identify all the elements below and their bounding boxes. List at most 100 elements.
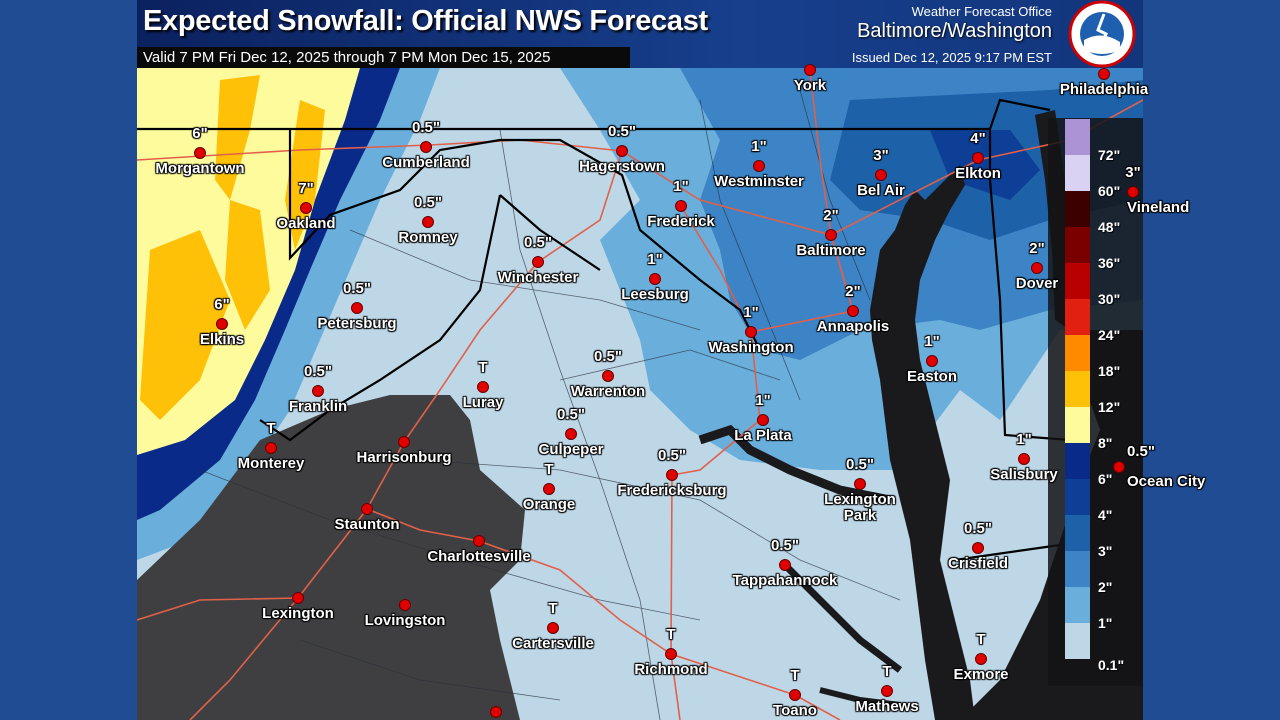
city-name: Luray — [462, 394, 504, 411]
legend-swatch — [1065, 155, 1090, 191]
city-name: Cumberland — [382, 154, 470, 171]
snowfall-amount: T — [882, 663, 892, 680]
city-name: Mathews — [855, 698, 919, 715]
snowfall-amount: 1" — [1016, 431, 1032, 448]
york-river — [819, 687, 901, 708]
city-name: Warrenton — [570, 383, 646, 400]
legend-label: 1" — [1098, 615, 1113, 631]
city-name: Vineland — [1127, 199, 1190, 216]
map-title: Expected Snowfall: Official NWS Forecast — [143, 5, 708, 37]
city-name: Monterey — [237, 455, 305, 472]
rappahannock-river — [782, 562, 903, 673]
snowfall-amount: 4" — [970, 130, 986, 147]
city-dot — [399, 599, 411, 611]
city-name: Baltimore — [796, 242, 866, 259]
legend-swatch — [1065, 371, 1090, 407]
city-dot — [420, 141, 432, 153]
city-dot — [854, 478, 866, 490]
no-forecast-region — [137, 395, 525, 720]
snowfall-amount: 0.5" — [343, 280, 371, 297]
issued-time: Issued Dec 12, 2025 9:17 PM EST — [851, 50, 1052, 65]
city-name: Dover — [1015, 275, 1059, 292]
snowfall-amount: 0.5" — [771, 537, 799, 554]
city-dot — [616, 145, 628, 157]
city-dot — [745, 326, 757, 338]
city-dot — [1031, 262, 1043, 274]
city-name: Salisbury — [990, 466, 1058, 483]
legend — [1048, 118, 1143, 686]
snowfall-amount: 1" — [924, 333, 940, 350]
snowfall-amount: 0.5" — [608, 123, 636, 140]
west-8-12-streaks — [140, 75, 325, 420]
legend-label: 0.1" — [1098, 657, 1125, 673]
city-dot — [753, 160, 765, 172]
snowfall-amount: 6" — [192, 125, 208, 142]
city-name: Culpeper — [538, 441, 604, 458]
city-dot — [265, 442, 277, 454]
legend-swatch — [1065, 191, 1090, 227]
snowfall-amount: 2" — [1029, 240, 1045, 257]
city-dot — [881, 685, 893, 697]
city-dot — [972, 542, 984, 554]
wfo-label: Weather Forecast Office — [911, 4, 1052, 19]
city-dot — [361, 503, 373, 515]
potomac-river — [698, 424, 891, 505]
city-name: Annapolis — [816, 318, 890, 335]
legend-label: 36" — [1098, 255, 1121, 271]
legend-swatch — [1065, 407, 1090, 443]
city-name: Bel Air — [857, 182, 905, 199]
city-name: Elkins — [199, 331, 245, 348]
legend-label: 3" — [1098, 543, 1113, 559]
snowfall-amount: T — [544, 461, 554, 478]
city-dot — [473, 535, 485, 547]
city-name: Tappahannock — [732, 572, 838, 589]
city-dot — [490, 706, 502, 718]
city-dot — [649, 273, 661, 285]
city-name: Charlottesville — [427, 548, 531, 565]
snowfall-amount: T — [478, 359, 488, 376]
legend-label: 60" — [1098, 183, 1121, 199]
city-dot — [875, 169, 887, 181]
city-dot — [292, 592, 304, 604]
snowfall-amount: T — [790, 667, 800, 684]
snowfall-amount: 0.5" — [524, 234, 552, 251]
legend-swatch — [1065, 263, 1090, 299]
legend-swatch — [1065, 623, 1090, 659]
city-dot — [1127, 186, 1139, 198]
office-name: Baltimore/Washington — [857, 20, 1052, 42]
snowfall-amount: 0.5" — [304, 363, 332, 380]
city-name: Franklin — [288, 398, 348, 415]
city-name: Washington — [708, 339, 794, 356]
legend-swatch — [1065, 515, 1090, 551]
snowfall-amount: 0.5" — [412, 119, 440, 136]
snowfall-amount: T — [548, 600, 558, 617]
legend-label: 8" — [1098, 435, 1113, 451]
city-dot — [216, 318, 228, 330]
legend-swatch — [1065, 443, 1090, 479]
city-dot — [194, 147, 206, 159]
city-name: Lovingston — [364, 612, 446, 629]
snowfall-amount: 0.5" — [658, 447, 686, 464]
snowfall-amount: 2" — [823, 207, 839, 224]
city-name: Orange — [522, 496, 576, 513]
city-dot — [825, 229, 837, 241]
city-dot — [1098, 68, 1110, 80]
snowfall-amount: 1" — [755, 392, 771, 409]
snowfall-amount: 0.5" — [964, 520, 992, 537]
city-name: Lexington — [262, 605, 334, 622]
city-name: Harrisonburg — [356, 449, 452, 466]
city-dot — [665, 648, 677, 660]
city-name: Westminster — [714, 173, 804, 190]
city-dot — [422, 216, 434, 228]
snowfall-amount: 0.5" — [594, 348, 622, 365]
city-name: Ocean City — [1127, 473, 1206, 490]
city-name: Elkton — [955, 165, 1001, 182]
snowfall-amount: T — [976, 631, 986, 648]
snowfall-amount: T — [266, 420, 276, 437]
city-dot — [477, 381, 489, 393]
city-name: Frederick — [647, 213, 715, 230]
city-name: Richmond — [634, 661, 708, 678]
snowfall-amount: 0.5" — [846, 456, 874, 473]
legend-swatch — [1065, 227, 1090, 263]
